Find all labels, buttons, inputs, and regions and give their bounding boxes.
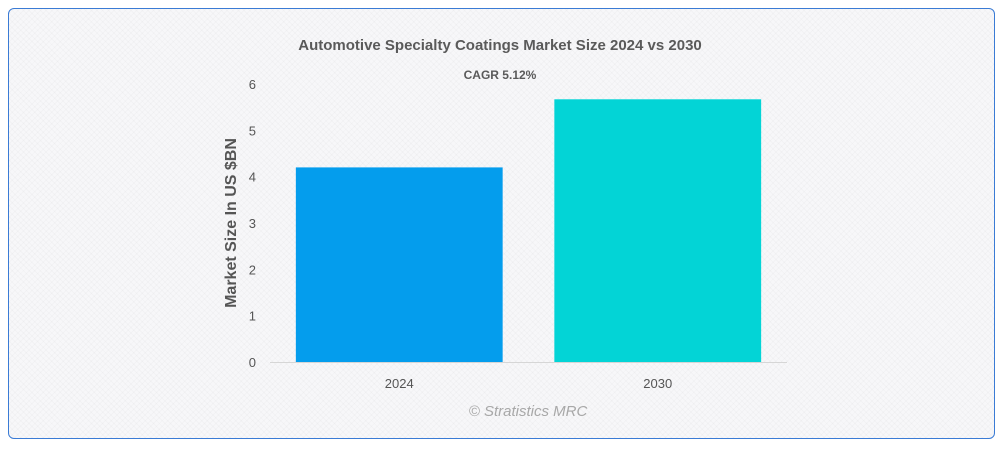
bars-group — [295, 99, 762, 362]
y-ticks-group: 0 1 2 3 4 5 6 — [249, 77, 256, 370]
y-tick-label: 6 — [249, 77, 256, 92]
credit-text: © Stratistics MRC — [469, 403, 588, 420]
y-tick-label: 4 — [249, 170, 256, 185]
y-tick-label: 5 — [249, 123, 256, 138]
chart-title: Automotive Specialty Coatings Market Siz… — [298, 37, 702, 54]
y-tick-label: 2 — [249, 262, 256, 277]
y-tick-label: 1 — [249, 309, 256, 324]
x-tick-label: 2030 — [643, 376, 672, 391]
chart-subtitle: CAGR 5.12% — [464, 68, 537, 82]
y-tick-label: 0 — [249, 355, 256, 370]
y-axis-label: Market Size In US $BN — [223, 138, 240, 308]
x-tick-label: 2024 — [385, 376, 414, 391]
x-ticks-group: 2024 2030 — [385, 376, 672, 391]
bar-2030[interactable] — [554, 99, 762, 362]
bar-2024[interactable] — [295, 167, 503, 362]
y-tick-label: 3 — [249, 216, 256, 231]
